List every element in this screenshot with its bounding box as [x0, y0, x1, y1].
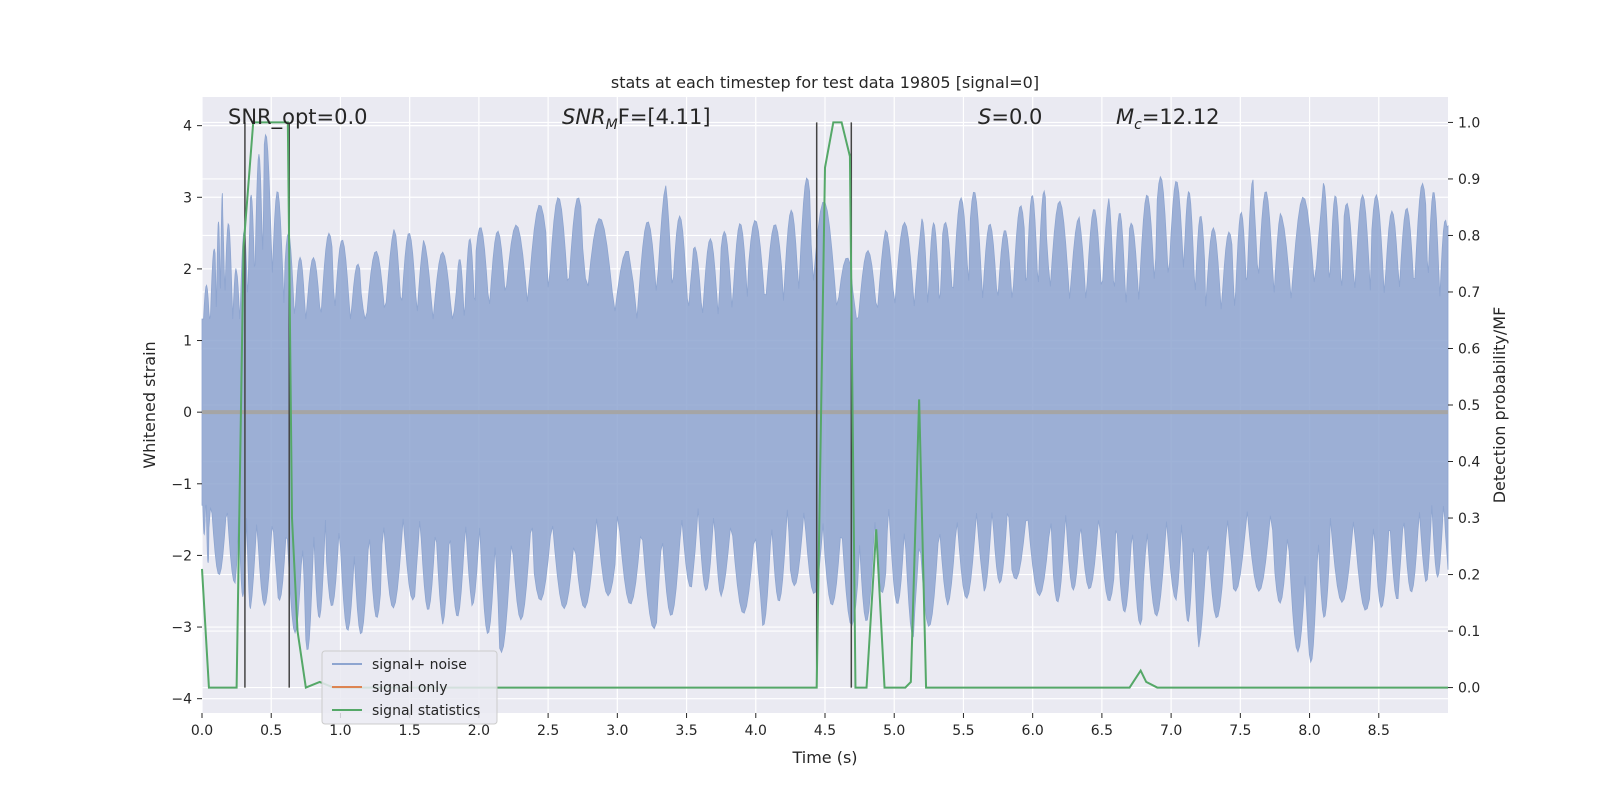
y-tick-label-7: 3: [183, 190, 192, 206]
x-tick-label-12: 6.0: [1022, 723, 1044, 739]
y2-tick-label-3: 0.3: [1458, 511, 1480, 527]
x-tick-label-7: 3.5: [675, 723, 697, 739]
signal-noise-series: [201, 133, 1449, 664]
s-main: S: [978, 105, 991, 129]
x-axis-label: Time (s): [791, 748, 857, 767]
mc-rest: =12.12: [1142, 105, 1220, 129]
snr-opt-annotation: SNR_opt=0.0: [228, 105, 368, 130]
y2-tick-label-5: 0.5: [1458, 398, 1480, 414]
y-tick-label-2: −2: [171, 548, 192, 564]
mc-main: M: [1116, 105, 1134, 129]
lines-layer: [201, 121, 1448, 689]
y2-axis-label: Detection probability/MF: [1490, 307, 1509, 504]
snr-mf-annotation: SNRMF=[4.11]: [562, 105, 711, 133]
y2-tick-label-4: 0.4: [1458, 455, 1480, 471]
y-tick-label-5: 1: [183, 334, 192, 350]
x-tick-label-16: 8.0: [1298, 723, 1320, 739]
y-tick-label-6: 2: [183, 262, 192, 278]
axes: 0.0 0.5 1.0 1.5 2.0 2.5 3.0 3.5 4.0 4.5 5.0 5.5 6.0 6…: [171, 115, 1480, 739]
y-tick-label-4: 0: [183, 405, 192, 421]
y2-tick-label-2: 0.2: [1458, 568, 1480, 584]
x-tick-label-8: 4.0: [745, 723, 767, 739]
s-rest: =0.0: [991, 105, 1042, 129]
x-tick-label-15: 7.5: [1229, 723, 1251, 739]
x-tick-label-6: 3.0: [606, 723, 628, 739]
x-tick-label-14: 7.0: [1160, 723, 1182, 739]
y-axis-label: Whitened strain: [140, 341, 159, 468]
x-tick-label-0: 0.0: [191, 723, 213, 739]
y-tick-label-1: −3: [171, 620, 192, 636]
x-tick-label-17: 8.5: [1368, 723, 1390, 739]
signal-statistics-line: [201, 121, 1448, 689]
x-tick-label-9: 4.5: [814, 723, 836, 739]
snr-mf-rest: F=[4.11]: [618, 105, 711, 129]
x-tick-label-1: 0.5: [260, 723, 282, 739]
x-tick-label-2: 1.0: [329, 723, 351, 739]
legend-label-signal-statistics: signal statistics: [372, 703, 480, 719]
snr-mf-sub: M: [606, 117, 618, 133]
snr-mf-main: SNR: [562, 105, 606, 129]
signal-noise-area: [201, 133, 1449, 664]
x-tick-label-4: 2.0: [468, 723, 490, 739]
y2-tick-label-6: 0.6: [1458, 341, 1480, 357]
legend-box: [321, 650, 498, 725]
x-tick-label-11: 5.5: [952, 723, 974, 739]
y-tick-label-0: −4: [171, 692, 192, 708]
y-tick-label-3: −1: [171, 477, 192, 493]
legend-label-signal-noise: signal+ noise: [372, 657, 467, 673]
mc-sub: c: [1134, 117, 1142, 133]
legend-label-signal-only: signal only: [372, 680, 447, 696]
legend: signal+ noise signal only signal statist…: [321, 650, 498, 725]
x-tick-label-13: 6.5: [1091, 723, 1113, 739]
y2-tick-label-9: 0.9: [1458, 172, 1480, 188]
y2-tick-label-7: 0.7: [1458, 285, 1480, 301]
x-tick-label-5: 2.5: [537, 723, 559, 739]
y2-tick-label-0: 0.0: [1458, 681, 1480, 697]
x-tick-label-3: 1.5: [399, 723, 421, 739]
y2-tick-label-10: 1.0: [1458, 115, 1480, 131]
chart-title: stats at each timestep for test data 198…: [611, 73, 1039, 92]
s-annotation: S=0.0: [978, 105, 1042, 129]
y2-tick-label-1: 0.1: [1458, 624, 1480, 640]
x-tick-label-10: 5.0: [883, 723, 905, 739]
y-tick-label-8: 4: [183, 119, 192, 135]
y2-tick-label-8: 0.8: [1458, 228, 1480, 244]
mc-annotation: Mc=12.12: [1116, 105, 1220, 133]
